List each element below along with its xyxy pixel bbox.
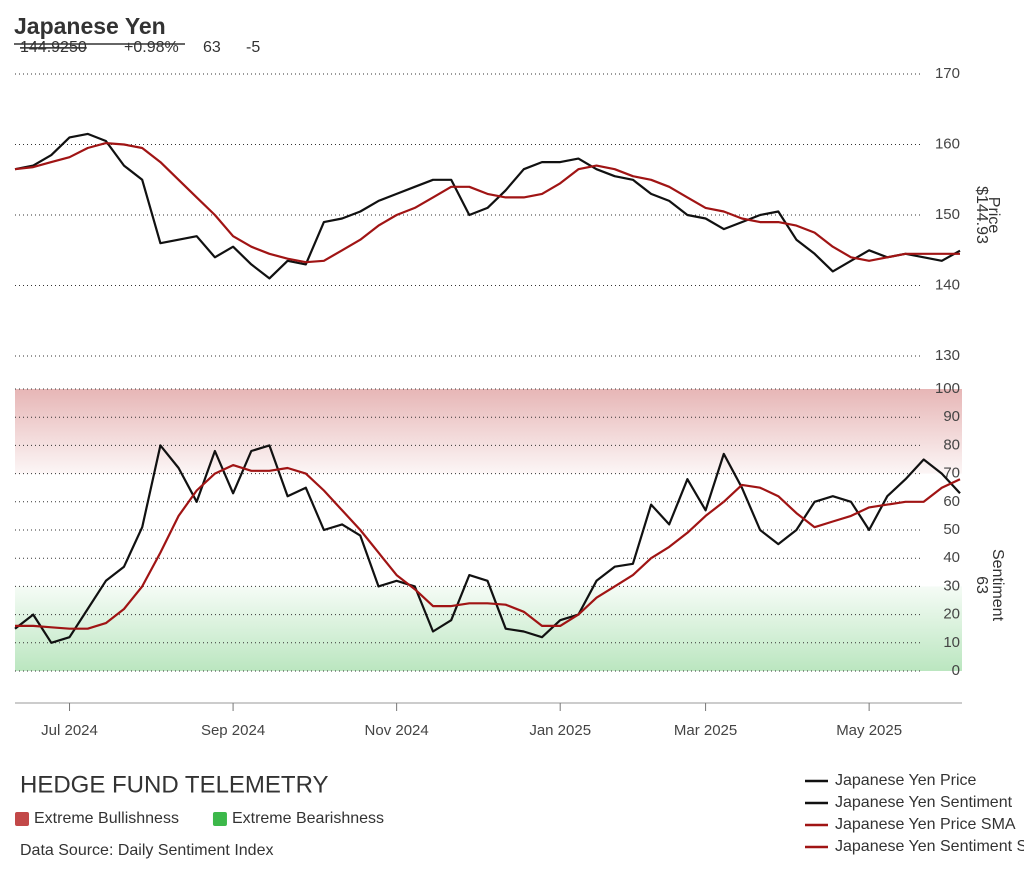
x-tick-label: Jan 2025 bbox=[529, 722, 591, 739]
y-tick-label: 140 bbox=[935, 276, 960, 293]
y-tick-label: 50 bbox=[943, 521, 960, 538]
zone-label: Extreme Bullishness bbox=[34, 810, 179, 827]
y-tick-label: 20 bbox=[943, 606, 960, 623]
y-tick-label: 90 bbox=[943, 408, 960, 425]
legend-label: Japanese Yen Price bbox=[835, 772, 977, 789]
y-axis-label: Price bbox=[985, 197, 1002, 234]
x-tick-label: Mar 2025 bbox=[674, 722, 737, 739]
zone-swatch bbox=[212, 812, 227, 826]
y-tick-label: 30 bbox=[943, 577, 960, 594]
series-line bbox=[14, 142, 960, 264]
zone bbox=[15, 586, 962, 671]
legend-label: Japanese Yen Sentiment bbox=[835, 794, 1013, 811]
y-last-label: $144.93 bbox=[973, 186, 990, 244]
y-tick-label: 40 bbox=[943, 549, 960, 566]
series-line bbox=[14, 132, 961, 280]
change-label: +0.98% bbox=[124, 39, 179, 56]
legend-label: Japanese Yen Sentiment SMA bbox=[835, 838, 1024, 855]
y-tick-label: 70 bbox=[943, 465, 960, 482]
y-last-label: 63 bbox=[973, 576, 990, 594]
brand: HEDGE FUND TELEMETRY bbox=[20, 771, 329, 798]
zone-swatch bbox=[15, 812, 29, 826]
y-tick-label: 100 bbox=[935, 380, 960, 397]
y-tick-label: 130 bbox=[935, 347, 960, 364]
y-tick-label: 0 bbox=[952, 662, 960, 679]
y-tick-label: 150 bbox=[935, 206, 960, 223]
sentiment-label: 63 bbox=[203, 39, 221, 56]
x-tick-label: Sep 2024 bbox=[201, 722, 265, 739]
x-tick-label: Nov 2024 bbox=[365, 722, 429, 739]
series-line bbox=[15, 464, 961, 630]
y-axis-label: Sentiment bbox=[989, 549, 1006, 622]
sentiment-change-label: -5 bbox=[246, 39, 260, 56]
title: Japanese Yen bbox=[14, 13, 166, 39]
zone-label: Extreme Bearishness bbox=[232, 810, 384, 827]
y-tick-label: 60 bbox=[943, 493, 960, 510]
price-label: 144.9250 bbox=[20, 39, 87, 56]
y-tick-label: 160 bbox=[935, 135, 960, 152]
y-tick-label: 10 bbox=[943, 634, 960, 651]
series-line bbox=[14, 444, 961, 644]
y-tick-label: 80 bbox=[943, 436, 960, 453]
x-tick-label: Jul 2024 bbox=[41, 722, 98, 739]
source: Data Source: Daily Sentiment Index bbox=[20, 842, 273, 859]
legend-label: Japanese Yen Price SMA bbox=[835, 816, 1016, 833]
y-tick-label: 170 bbox=[935, 65, 960, 82]
x-tick-label: May 2025 bbox=[836, 722, 902, 739]
